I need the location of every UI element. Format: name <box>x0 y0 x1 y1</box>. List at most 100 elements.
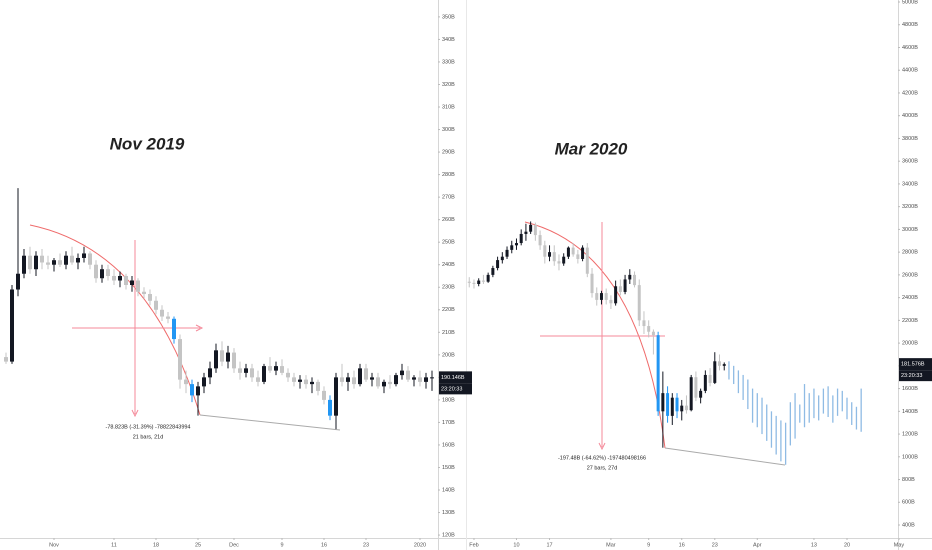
candle-body <box>154 300 158 310</box>
candle-body <box>675 397 679 412</box>
y-tick-label: 4000B <box>902 113 918 119</box>
candle-body <box>670 397 674 416</box>
candle-body <box>130 280 134 285</box>
candle-body <box>424 377 428 382</box>
y-tick-label: 130B <box>442 510 455 516</box>
candle-body <box>412 377 416 380</box>
y-tick-label: 150B <box>442 465 455 471</box>
y-tick-label: 320B <box>442 82 455 88</box>
candle-body <box>376 377 380 387</box>
y-tick-label: 3800B <box>902 136 918 142</box>
candle-body <box>364 368 368 380</box>
y-tick-label: 120B <box>442 533 455 539</box>
chart-annotation-title: Mar 2020 <box>555 139 628 158</box>
candle-body <box>430 377 434 379</box>
candle-body <box>178 339 182 380</box>
candle-body <box>106 269 110 276</box>
y-tick-label: 290B <box>442 150 455 156</box>
y-tick-label: 600B <box>902 500 915 506</box>
candle-body <box>46 262 50 265</box>
countdown-label: 23:20:33 <box>441 386 462 392</box>
bars-label: 21 bars, 21d <box>133 434 164 440</box>
candle-body <box>656 335 660 412</box>
y-tick-label: 310B <box>442 104 455 110</box>
candle-body <box>514 243 518 246</box>
candle-body <box>637 285 641 321</box>
x-tick-label: 2020 <box>414 542 426 548</box>
arrow-head <box>598 442 606 451</box>
candle-body <box>543 245 547 257</box>
x-tick-label: 9 <box>280 542 283 548</box>
y-tick-label: 220B <box>442 307 455 313</box>
candle-body <box>340 377 344 382</box>
candle-body <box>382 381 386 387</box>
chart-annotation-title: Nov 2019 <box>110 134 185 153</box>
x-tick-label: 23 <box>712 542 718 548</box>
candle-body <box>661 393 665 412</box>
candle-body <box>581 247 585 259</box>
candle-body <box>322 390 326 400</box>
candle-body <box>256 377 260 382</box>
arrow-head <box>131 409 139 418</box>
y-tick-label: 250B <box>442 240 455 246</box>
candle-body <box>642 320 646 327</box>
y-tick-label: 5000B <box>902 0 918 5</box>
candle-body <box>16 273 20 290</box>
candle-body <box>148 294 152 301</box>
x-tick-label: 25 <box>195 542 201 548</box>
y-tick-label: 1200B <box>902 432 918 438</box>
candle-body <box>491 268 495 275</box>
candle-body <box>184 379 188 385</box>
y-tick-label: 300B <box>442 127 455 133</box>
candle-body <box>618 286 622 292</box>
candle-body <box>703 374 707 391</box>
x-tick-label: 13 <box>811 542 817 548</box>
candle-body <box>633 274 637 286</box>
candle-body <box>34 255 38 270</box>
trend-line <box>199 414 341 431</box>
candle-body <box>533 224 537 236</box>
y-tick-label: 2800B <box>902 250 918 256</box>
y-tick-label: 2200B <box>902 318 918 324</box>
y-tick-label: 200B <box>442 352 455 358</box>
candle-body <box>232 352 236 369</box>
x-tick-label: 10 <box>513 542 519 548</box>
candle-body <box>718 361 722 366</box>
candle-body <box>694 377 698 398</box>
candle-body <box>172 318 176 340</box>
candle-body <box>124 275 128 285</box>
candle-body <box>268 366 272 371</box>
x-tick-label: 17 <box>546 542 552 548</box>
candle-body <box>467 281 471 283</box>
x-tick-label: Nov <box>49 542 59 548</box>
y-tick-label: 4600B <box>902 45 918 51</box>
candle-body <box>118 275 122 281</box>
candle-body <box>346 377 350 382</box>
candle-body <box>262 366 266 382</box>
countdown-box <box>439 383 472 395</box>
y-tick-label: 160B <box>442 442 455 448</box>
candle-body <box>477 280 481 284</box>
candle-body <box>552 252 556 262</box>
last-price-box <box>439 371 472 384</box>
candle-body <box>651 331 655 336</box>
candle-body <box>190 384 194 396</box>
candle-body <box>628 274 632 280</box>
candle-body <box>418 377 422 382</box>
y-tick-label: 340B <box>442 37 455 43</box>
candle-body <box>400 370 404 376</box>
candle-body <box>40 255 44 263</box>
y-tick-label: 1600B <box>902 386 918 392</box>
last-price-label: 190.146B <box>441 375 465 381</box>
y-tick-label: 280B <box>442 172 455 178</box>
candle-body <box>166 316 170 319</box>
candle-body <box>713 361 717 383</box>
candle-body <box>238 368 242 373</box>
candle-body <box>557 261 561 264</box>
candle-body <box>566 247 570 257</box>
candle-body <box>500 256 504 261</box>
candle-body <box>684 405 688 411</box>
candle-body <box>614 286 618 304</box>
x-tick-label: 11 <box>111 542 117 548</box>
y-tick-label: 3200B <box>902 204 918 210</box>
